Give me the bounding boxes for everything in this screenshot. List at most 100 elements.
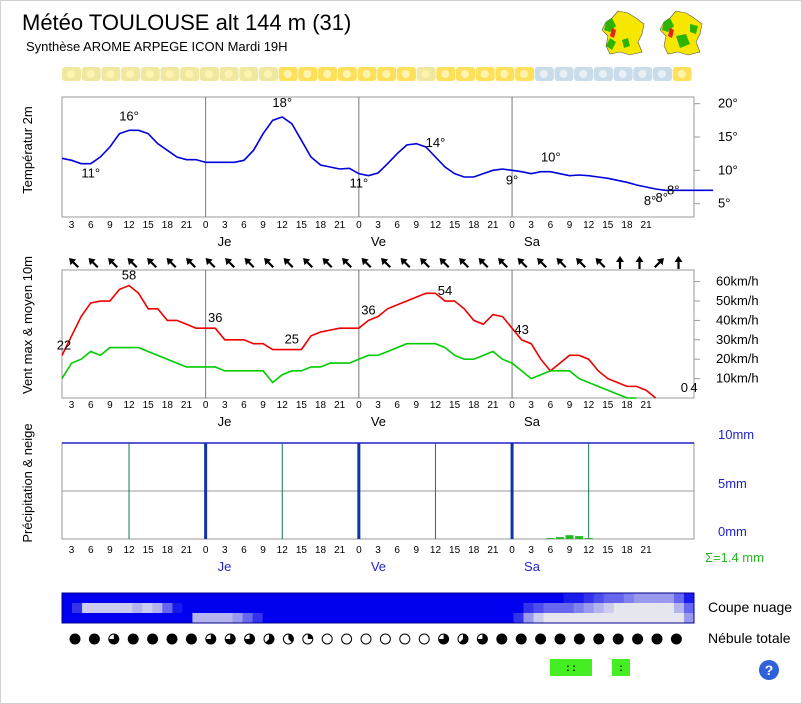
wind-y-tick: 40km/h <box>716 312 759 327</box>
nebulosity-icon <box>88 633 100 645</box>
nebulosity-icon <box>341 633 353 645</box>
hour-tick-label: 9 <box>107 400 113 411</box>
weather-symbol-icon <box>515 67 535 81</box>
help-icon[interactable]: ? <box>759 660 779 680</box>
cloud-cell <box>372 603 384 613</box>
cloud-cell <box>282 613 294 623</box>
cloud-cell <box>423 603 434 613</box>
wind-mean-line <box>61 342 637 399</box>
cloud-cell <box>142 593 153 603</box>
hour-tick-label: 12 <box>583 220 595 231</box>
hour-tick-label: 6 <box>241 545 247 556</box>
weather-symbol-icon <box>495 67 515 81</box>
cloud-cell <box>272 593 284 603</box>
weather-symbol-icon <box>298 67 318 81</box>
weather-symbol-strip <box>62 67 692 81</box>
day-label: Sa <box>524 234 541 249</box>
hour-tick-label: 21 <box>181 545 193 556</box>
nebulosity-icon <box>69 633 81 645</box>
cloud-cell <box>473 603 484 613</box>
cloud-cell <box>633 613 645 623</box>
cloud-cell <box>393 603 404 613</box>
hour-tick-label: 3 <box>375 220 381 231</box>
wind-direction-icon <box>147 258 158 269</box>
wind-direction-icon <box>69 258 80 269</box>
cloud-cell <box>543 603 555 613</box>
wind-y-tick: 10km/h <box>716 371 759 386</box>
hour-tick-label: 12 <box>123 220 135 231</box>
precip-bar <box>575 536 584 539</box>
cloud-cell <box>623 613 635 623</box>
cloud-cell <box>362 613 374 623</box>
vigilance-map-today[interactable] <box>598 8 648 58</box>
wind-gust-line <box>61 284 657 399</box>
cloud-cell <box>112 593 123 603</box>
cloud-cell <box>202 603 213 613</box>
wind-annotation: 58 <box>122 268 136 283</box>
hour-tick-label: 12 <box>123 400 135 411</box>
nebulosity-icon <box>554 633 566 645</box>
cloud-cell <box>142 613 153 623</box>
hour-tick-label: 12 <box>583 545 595 556</box>
cloud-cell <box>92 603 103 613</box>
hour-tick-label: 21 <box>334 220 346 231</box>
cloud-cell <box>132 603 143 613</box>
cloud-cell <box>182 593 193 603</box>
cloud-cell <box>523 593 534 603</box>
cloud-cell <box>483 603 494 613</box>
weather-symbol-icon <box>653 67 672 81</box>
weather-symbol-icon <box>259 67 278 81</box>
hour-tick-label: 9 <box>260 545 266 556</box>
hour-tick-label: 21 <box>334 545 346 556</box>
hour-tick-label: 9 <box>107 220 113 231</box>
weather-symbol-icon <box>534 67 554 81</box>
cloud-cell <box>92 613 103 623</box>
weather-symbol-icon <box>554 67 574 81</box>
wind-direction-icon <box>556 258 567 269</box>
vigilance-map-tomorrow[interactable] <box>656 8 706 58</box>
cloud-cell <box>663 603 675 613</box>
cloud-cell <box>603 613 615 623</box>
precip-bar <box>565 535 574 539</box>
cloud-cell <box>72 603 83 613</box>
cloud-cell <box>62 603 73 613</box>
cloud-cell <box>322 603 334 613</box>
precip-y-tick: 5mm <box>718 476 747 491</box>
hour-tick-label: 21 <box>334 400 346 411</box>
hour-tick-label: 21 <box>181 220 193 231</box>
day-label: Sa <box>524 559 541 574</box>
cloud-cell <box>673 593 685 603</box>
nebulosity-icon <box>360 633 372 645</box>
wind-annotation: 4 <box>690 380 697 395</box>
cloud-cell <box>573 603 585 613</box>
nebulosity-label: Nébule totale <box>708 630 791 646</box>
nebulosity-icon <box>127 633 139 645</box>
day-label: Ve <box>371 234 386 249</box>
cloud-cell <box>212 603 224 613</box>
cloud-cell <box>242 613 254 623</box>
hour-tick-label: 0 <box>203 545 209 556</box>
cloud-cell <box>92 593 103 603</box>
wind-direction-icon <box>576 258 587 269</box>
cloud-cell <box>172 603 183 613</box>
cloud-cell <box>413 593 424 603</box>
cloud-cell <box>322 613 334 623</box>
nebulosity-icon <box>457 633 469 645</box>
cloud-cell <box>242 593 254 603</box>
cloud-cell <box>232 593 244 603</box>
cloud-cell <box>613 613 625 623</box>
cloud-cell <box>683 593 695 603</box>
wind-annotation: 22 <box>57 337 71 352</box>
cloud-cell <box>262 593 274 603</box>
cloud-cell <box>322 593 334 603</box>
wind-direction-icon <box>225 258 236 269</box>
hour-tick-label: 15 <box>296 545 308 556</box>
hour-tick-label: 3 <box>375 400 381 411</box>
cloud-cell <box>312 613 324 623</box>
hour-tick-label: 0 <box>356 220 362 231</box>
weather-symbol-icon <box>436 67 456 81</box>
cloud-cell <box>643 593 655 603</box>
wind-direction-icon <box>653 258 664 269</box>
cloud-cell <box>282 593 294 603</box>
hour-tick-label: 12 <box>277 220 289 231</box>
